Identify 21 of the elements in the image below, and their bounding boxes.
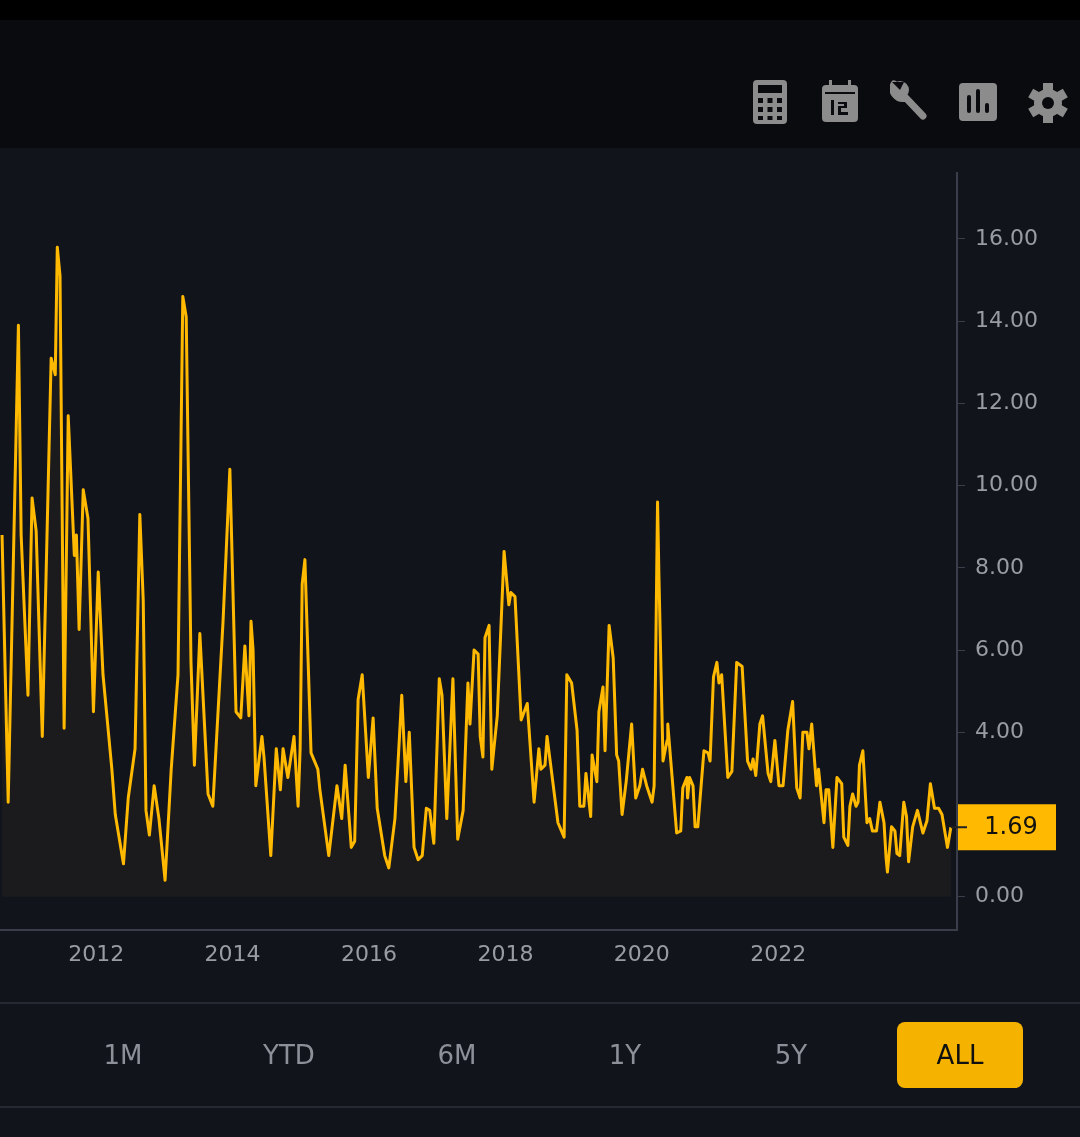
text: ALL	[897, 1022, 1023, 1088]
text: YTD	[262, 1039, 316, 1072]
x-tick-label: 2012	[68, 940, 125, 966]
text: 5Y	[773, 1039, 809, 1072]
y-tick-label: 10.00	[975, 471, 1038, 497]
text: 6M	[436, 1039, 478, 1072]
annotation: 1.69	[984, 812, 1038, 841]
y-tick-label: 14.00	[975, 306, 1038, 332]
y-tick-label: 0.00	[975, 882, 1024, 908]
text: 1M	[102, 1039, 144, 1072]
x-tick-label: 2018	[477, 940, 534, 966]
y-tick-label: 8.00	[975, 553, 1024, 579]
text: 1Y	[607, 1039, 643, 1072]
x-tick-label: 2022	[750, 940, 807, 966]
y-tick-label: 6.00	[975, 635, 1024, 661]
y-tick-label: 16.00	[975, 224, 1038, 250]
y-tick-label: 4.00	[975, 718, 1024, 743]
x-tick-label: 2020	[613, 940, 670, 966]
y-tick-label: 12.00	[975, 389, 1038, 415]
x-tick-label: 2014	[204, 940, 261, 966]
x-tick-label: 2016	[341, 940, 398, 966]
